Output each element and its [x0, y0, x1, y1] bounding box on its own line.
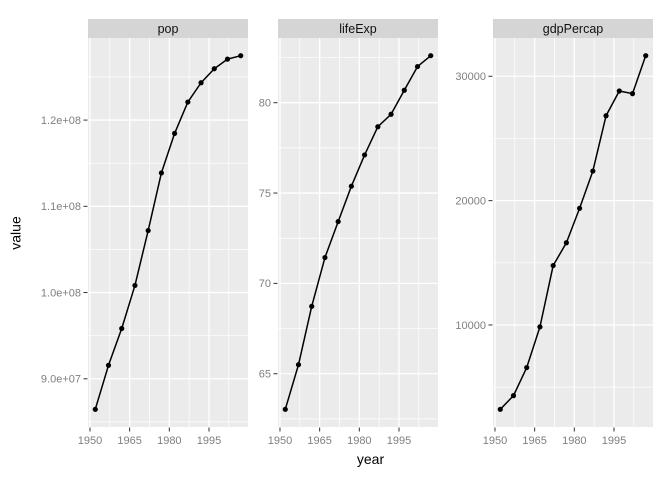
- data-point: [132, 282, 138, 289]
- data-point: [145, 227, 151, 234]
- y-tick-label: 1.0e+08: [41, 287, 81, 299]
- x-tick-label: 1965: [117, 435, 141, 447]
- data-point: [497, 406, 503, 412]
- panel-background: [493, 38, 653, 427]
- data-point: [577, 205, 583, 211]
- data-point: [603, 113, 609, 119]
- facet-strip-pop: pop: [88, 19, 248, 38]
- grid-major: [88, 38, 248, 427]
- data-point: [629, 91, 636, 97]
- y-tick-label: 1.1e+08: [41, 201, 81, 213]
- facet-panel-lifeExp: 65 70 75 80 1950 1965 1980 1995: [259, 38, 438, 447]
- data-point: [185, 99, 191, 105]
- x-tick-label: 1980: [562, 435, 586, 447]
- panel-background: [88, 38, 248, 427]
- x-tick-label: 1950: [268, 435, 292, 447]
- axis-lifeExp: 65 70 75 80 1950 1965 1980 1995: [259, 98, 411, 447]
- y-tick-label: 9.0e+07: [41, 374, 81, 386]
- series-points-lifeExp: [282, 53, 434, 412]
- axis-gdpPercap: 10000 20000 30000 1950 1965 1980 1995: [455, 71, 626, 447]
- facet-panel-gdpPercap: 10000 20000 30000 1950 1965 1980 1995: [455, 38, 653, 447]
- data-point: [616, 88, 622, 94]
- y-tick-label: 30000: [455, 71, 486, 83]
- data-point: [510, 393, 517, 399]
- data-point: [563, 240, 569, 246]
- grid-major: [278, 38, 438, 427]
- x-tick-label: 1980: [347, 435, 371, 447]
- x-tick-label: 1950: [483, 435, 507, 447]
- facet-strip-label: pop: [157, 21, 179, 36]
- data-point: [158, 170, 164, 176]
- data-point: [309, 303, 315, 309]
- y-tick-label: 65: [259, 369, 271, 381]
- data-point: [643, 53, 649, 59]
- data-point: [198, 80, 204, 86]
- data-point: [401, 87, 407, 93]
- x-tick-label: 1980: [157, 435, 181, 447]
- x-tick-label: 1995: [602, 435, 626, 447]
- series-points-gdpPercap: [497, 53, 649, 412]
- series-line-pop: [94, 54, 241, 410]
- data-point: [282, 406, 288, 412]
- data-point: [550, 262, 556, 269]
- x-tick-label: 1995: [387, 435, 411, 447]
- data-point: [211, 66, 217, 72]
- y-tick-label: 20000: [455, 195, 486, 207]
- x-tick-label: 1965: [307, 435, 331, 447]
- y-axis-title: value: [7, 215, 23, 250]
- grid-minor: [493, 38, 653, 427]
- data-point: [238, 53, 244, 59]
- panel-background: [278, 38, 438, 427]
- y-tick-label: 70: [259, 278, 271, 290]
- data-point: [428, 53, 434, 59]
- grid-major: [493, 38, 653, 427]
- data-point: [388, 111, 394, 117]
- facet-strip-label: gdpPercap: [542, 21, 604, 36]
- facet-strip-gdppercap: gdpPercap: [493, 19, 653, 38]
- facet-panel-pop: 9.0e+07 1.0e+08 1.1e+08 1.2e+08 1950 1965 1980…: [41, 38, 248, 447]
- y-tick-label: 75: [259, 188, 271, 200]
- facet-strip-label: lifeExp: [339, 21, 377, 36]
- y-tick-label: 1.2e+08: [41, 115, 81, 127]
- data-point: [224, 56, 231, 62]
- data-point: [92, 406, 98, 412]
- facet-strip-lifeexp: lifeExp: [278, 19, 438, 38]
- data-point: [362, 152, 368, 158]
- x-tick-label: 1965: [522, 435, 546, 447]
- x-tick-label: 1995: [197, 435, 221, 447]
- data-point: [414, 63, 421, 70]
- data-point: [335, 218, 341, 225]
- y-tick-label: 80: [259, 98, 271, 110]
- data-point: [172, 130, 178, 137]
- x-axis-title: year: [356, 451, 385, 467]
- x-tick-label: 1950: [78, 435, 102, 447]
- series-line-lifeExp: [284, 55, 432, 410]
- data-point: [105, 362, 112, 368]
- data-point: [375, 124, 381, 130]
- data-point: [295, 362, 302, 368]
- y-tick-label: 10000: [455, 320, 486, 332]
- series-points-pop: [92, 53, 244, 412]
- axis-pop: 9.0e+07 1.0e+08 1.1e+08 1.2e+08 1950 1965 1980…: [41, 115, 221, 447]
- data-point: [524, 364, 530, 371]
- data-point: [537, 324, 543, 330]
- data-point: [348, 183, 354, 189]
- data-point: [322, 254, 328, 261]
- data-point: [119, 325, 125, 332]
- data-point: [590, 168, 596, 174]
